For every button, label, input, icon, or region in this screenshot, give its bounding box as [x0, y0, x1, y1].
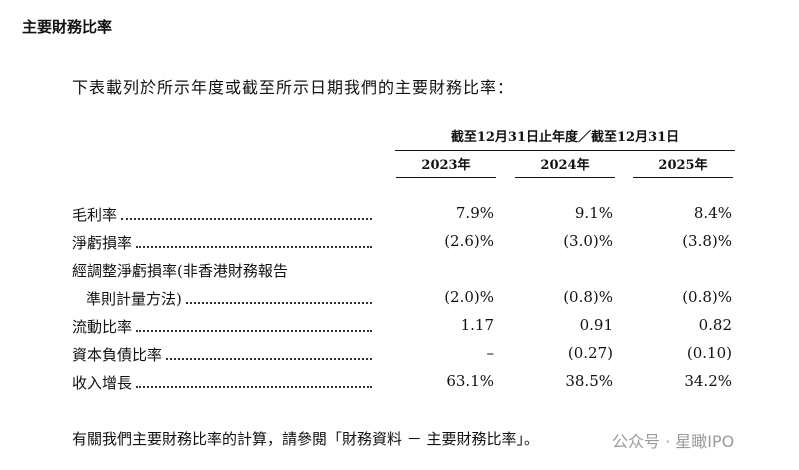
cell-value: (2.6)%	[444, 232, 494, 250]
cell-value: 38.5%	[565, 372, 613, 390]
column-header: 2025年	[633, 154, 733, 178]
dot-leader	[166, 358, 372, 360]
dot-leader	[136, 246, 372, 248]
column-header: 2024年	[515, 154, 615, 178]
cell-value: (0.8)%	[563, 288, 613, 306]
dot-leader	[185, 302, 372, 304]
cell-value: 34.2%	[684, 372, 732, 390]
row-label-text: 經調整淨虧損率(非香港財務報告	[72, 262, 288, 280]
row-label: 資本負債比率	[72, 344, 372, 365]
watermark: 公众号 · 星瞰IPO	[612, 428, 735, 452]
row-label: 流動比率	[72, 316, 372, 337]
row-label-text: 資本負債比率	[72, 346, 163, 364]
cell-value: (2.0)%	[444, 288, 494, 306]
row-label: 毛利率	[72, 204, 372, 225]
dot-leader	[136, 386, 372, 388]
cell-value: (3.0)%	[563, 232, 613, 250]
cell-value: (0.10)	[686, 344, 732, 362]
row-label: 收入增長	[72, 372, 372, 393]
cell-value: 0.82	[698, 316, 732, 334]
row-label-text: 收入增長	[72, 374, 133, 392]
cell-value: 1.17	[460, 316, 494, 334]
cell-value: (3.8)%	[682, 232, 732, 250]
cell-value: 9.1%	[574, 204, 613, 222]
dot-leader	[136, 330, 372, 332]
row-label-text: 毛利率	[72, 206, 118, 224]
row-label-text: 流動比率	[72, 318, 133, 336]
cell-value: 0.91	[579, 316, 613, 334]
row-label: 準則計量方法)	[72, 288, 372, 309]
dot-leader	[121, 218, 372, 220]
intro: 下表載列於所示年度或截至所示日期我們的主要財務比率：	[72, 78, 515, 97]
row-label: 淨虧損率	[72, 232, 372, 253]
cell-value: 7.9%	[455, 204, 494, 222]
row-label: 經調整淨虧損率(非香港財務報告	[72, 260, 372, 281]
cell-value: (0.27)	[567, 344, 613, 362]
column-header: 2023年	[396, 154, 496, 178]
cell-value: 8.4%	[693, 204, 732, 222]
cell-value: (0.8)%	[682, 288, 732, 306]
footer-note: 有關我們主要財務比率的計算，請參閱「財務資料 － 主要財務比率」。	[72, 430, 540, 448]
cell-value: –	[486, 344, 495, 362]
cell-value: 63.1%	[446, 372, 494, 390]
heading: 主要財務比率	[22, 18, 113, 36]
row-label-text: 淨虧損率	[72, 234, 133, 252]
row-label-text: 準則計量方法)	[86, 290, 182, 308]
column-group-header: 截至12月31日止年度／截至12月31日	[395, 126, 735, 151]
